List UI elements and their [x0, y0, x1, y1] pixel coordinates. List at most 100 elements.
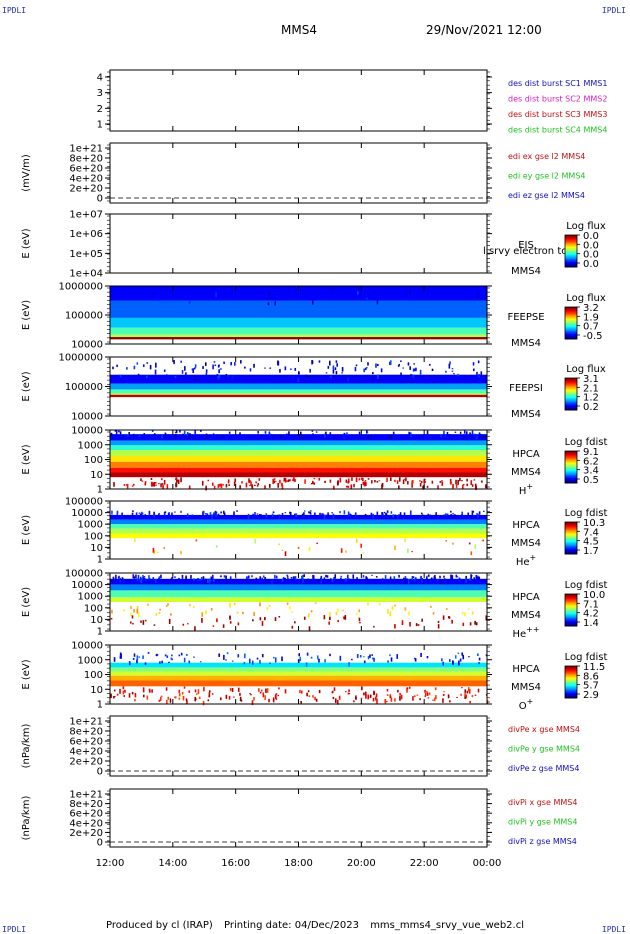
- spectrogram-speck: [455, 479, 457, 485]
- spectrogram-speck: [450, 574, 452, 579]
- spectrogram-speck: [189, 604, 191, 607]
- spectrogram-speck: [333, 687, 336, 691]
- colorbar-segment: [565, 594, 577, 596]
- spectrogram-speck: [384, 699, 387, 704]
- spectrogram-speck: [476, 371, 478, 375]
- spacecraft-label: MMS4: [511, 266, 541, 277]
- colorbar-segment: [565, 394, 577, 396]
- spectrogram-speck: [485, 654, 488, 657]
- y-tick-label: 10: [90, 615, 103, 626]
- corner-label-bl: IPDLI: [2, 925, 27, 934]
- colorbar-frame: [564, 593, 578, 627]
- spectrogram-speck: [448, 659, 451, 662]
- spectrogram-speck: [415, 367, 417, 372]
- spectrogram-speck: [319, 579, 321, 582]
- spectrogram-speck: [311, 360, 313, 365]
- spectrogram-speck: [373, 657, 375, 662]
- spectrogram-speck: [470, 574, 472, 578]
- spectrogram-speck: [325, 372, 328, 374]
- y-tick-label: 1e+21: [69, 790, 103, 801]
- colorbar-segment: [565, 451, 577, 453]
- spectrogram-speck: [255, 481, 257, 484]
- colorbar-frame: [564, 521, 578, 555]
- spectrogram-speck: [402, 367, 405, 369]
- spectrogram-speck: [148, 575, 150, 580]
- spectrogram-speck: [389, 477, 392, 481]
- spectrogram-speck: [391, 606, 394, 610]
- spectrogram-band: [110, 389, 487, 394]
- colorbar-tick-label: 1.4: [583, 618, 599, 629]
- spectrogram-speck: [132, 510, 134, 513]
- spectrogram-speck: [171, 577, 173, 580]
- spectrogram-speck: [264, 616, 266, 621]
- spectrogram-speck: [313, 477, 316, 480]
- spectrogram-speck: [166, 655, 169, 658]
- spectrogram-speck: [112, 366, 114, 370]
- spectrogram-speck: [264, 577, 266, 580]
- spectrogram-speck: [186, 700, 188, 704]
- colorbar-segment: [565, 308, 577, 311]
- colorbar-segment: [565, 386, 577, 388]
- spectrogram-speck: [434, 577, 436, 581]
- colorbar-frame: [564, 665, 578, 699]
- colorbar-segment: [565, 468, 577, 471]
- spectrogram-speck: [462, 484, 465, 486]
- colorbar-segment: [565, 547, 577, 550]
- colorbar-segment: [565, 461, 577, 464]
- spectrogram-speck: [469, 622, 472, 626]
- spectrogram-speck: [478, 662, 480, 665]
- spectrogram-speck: [151, 481, 153, 487]
- colorbar-segment: [565, 680, 577, 683]
- spectrogram-speck: [305, 662, 308, 667]
- spectrogram-speck: [299, 656, 302, 662]
- colorbar-segment: [565, 253, 577, 256]
- y-tick-label: 10: [90, 470, 103, 481]
- spectrogram-band: [110, 519, 487, 525]
- spectrogram-band: [110, 440, 487, 446]
- spectrogram-speck: [208, 695, 210, 698]
- spectrogram-speck: [464, 612, 466, 617]
- spectrogram-speck: [411, 483, 413, 488]
- spectrogram-speck: [211, 693, 214, 695]
- y-tick-label: 1000: [78, 655, 103, 666]
- spectrogram-speck: [424, 481, 427, 483]
- spectrogram-speck: [205, 610, 207, 615]
- colorbar-segment: [565, 675, 577, 678]
- spectrogram-speck: [228, 695, 231, 700]
- spectrogram-speck: [284, 512, 287, 514]
- spectrogram-speck: [466, 478, 468, 482]
- spectrogram-speck: [160, 483, 162, 488]
- spectrogram-speck: [251, 485, 254, 490]
- spectrogram-speck: [202, 700, 205, 706]
- spectrogram-speck: [153, 511, 155, 516]
- spectrogram-speck: [175, 430, 178, 434]
- spectrogram-speck: [369, 694, 372, 698]
- spectrogram-speck: [294, 514, 297, 517]
- colorbar-segment: [565, 460, 577, 463]
- spectrogram-speck: [356, 654, 359, 658]
- spectrogram-speck: [415, 577, 417, 580]
- spectrogram-speck: [250, 481, 252, 486]
- spectrogram-speck: [371, 435, 373, 437]
- spectrogram-speck: [144, 482, 147, 486]
- y-axis-label: (nPa/km): [21, 796, 32, 841]
- spectrogram-speck: [249, 368, 252, 372]
- spectrogram-speck: [282, 577, 285, 580]
- colorbar-segment: [565, 671, 577, 674]
- spectrogram-speck: [268, 483, 271, 488]
- spectrogram-speck: [318, 477, 321, 481]
- spectrogram-speck: [459, 579, 462, 583]
- colorbar-segment: [565, 595, 577, 598]
- spectrogram-speck: [358, 617, 361, 622]
- spectrogram-speck: [432, 612, 435, 615]
- spectrogram-speck: [227, 479, 230, 484]
- colorbar-tick-label: 4.5: [583, 537, 599, 548]
- species-label: He+: [516, 553, 536, 568]
- spectrogram-speck: [411, 480, 413, 486]
- spectrogram-speck: [226, 652, 229, 655]
- spectrogram-speck: [206, 579, 209, 584]
- footer: Produced by cl (IRAP) Printing date: 04/…: [0, 920, 630, 931]
- spectrogram-speck: [426, 690, 428, 693]
- spectrogram-speck: [385, 701, 388, 703]
- colorbar-segment: [565, 452, 577, 455]
